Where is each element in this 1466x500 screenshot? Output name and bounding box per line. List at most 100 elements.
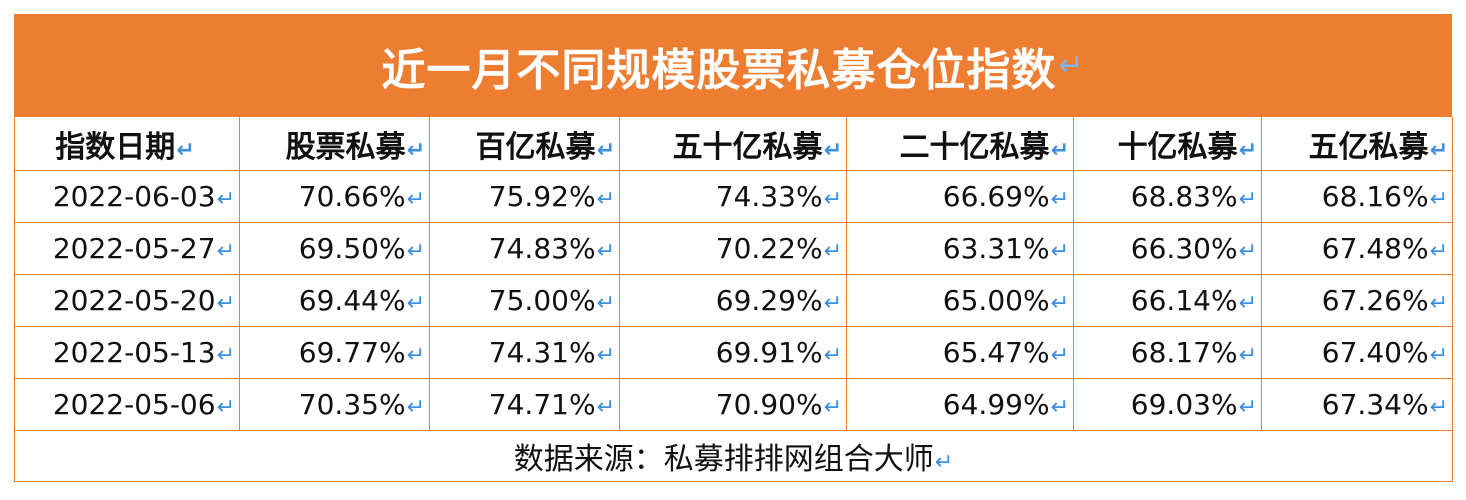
percent-value: 68.83% [1130, 180, 1238, 213]
date-cell: 2022-05-27↵ [14, 222, 240, 275]
percent-value: 63.31% [942, 232, 1050, 265]
return-mark-icon: ↵ [1429, 239, 1448, 264]
column-header-label: 十亿私募 [1117, 129, 1238, 165]
percent-cell: 67.48%↵ [1261, 222, 1453, 275]
return-mark-icon: ↵ [1429, 291, 1448, 316]
percent-cell: 74.83%↵ [429, 222, 620, 275]
return-mark-icon: ↵ [1238, 187, 1257, 212]
column-header: 十亿私募↵ [1073, 117, 1262, 171]
column-header: 股票私募↵ [239, 117, 430, 171]
percent-value: 66.69% [942, 180, 1050, 213]
column-header: 五十亿私募↵ [619, 117, 847, 171]
percent-cell: 75.92%↵ [429, 170, 620, 223]
return-mark-icon: ↵ [406, 343, 425, 368]
column-header-label: 二十亿私募 [899, 129, 1050, 165]
percent-value: 69.77% [298, 336, 406, 369]
percent-value: 70.90% [715, 388, 823, 421]
percent-cell: 74.33%↵ [619, 170, 847, 223]
return-mark-icon: ↵ [823, 137, 842, 163]
column-header: 五亿私募↵ [1261, 117, 1453, 171]
column-header: 指数日期↵ [14, 117, 240, 171]
percent-cell: 63.31%↵ [846, 222, 1074, 275]
percent-value: 69.91% [715, 336, 823, 369]
return-mark-icon: ↵ [216, 343, 235, 368]
return-mark-icon: ↵ [596, 395, 615, 420]
date-value: 2022-06-03 [52, 180, 216, 213]
source-text: 数据来源：私募排排网组合大师 [513, 442, 934, 477]
date-value: 2022-05-06 [52, 388, 216, 421]
percent-cell: 75.00%↵ [429, 274, 620, 327]
percent-cell: 68.83%↵ [1073, 170, 1262, 223]
column-header: 百亿私募↵ [429, 117, 620, 171]
header-row: 指数日期↵ 股票私募↵ 百亿私募↵ 五十亿私募↵ 二十亿私募↵ 十亿私募↵ 五亿私募↵ [14, 117, 1453, 171]
percent-value: 74.71% [488, 388, 596, 421]
percent-cell: 70.22%↵ [619, 222, 847, 275]
percent-cell: 64.99%↵ [846, 378, 1074, 431]
source-row: 数据来源：私募排排网组合大师↵ [14, 430, 1453, 482]
percent-value: 64.99% [942, 388, 1050, 421]
percent-cell: 65.47%↵ [846, 326, 1074, 379]
date-value: 2022-05-20 [52, 284, 216, 317]
percent-cell: 67.34%↵ [1261, 378, 1453, 431]
percent-cell: 65.00%↵ [846, 274, 1074, 327]
column-header-label: 五亿私募 [1308, 129, 1429, 165]
return-mark-icon: ↵ [823, 291, 842, 316]
return-mark-icon: ↵ [1238, 395, 1257, 420]
return-mark-icon: ↵ [1050, 137, 1069, 163]
table-row: 2022-06-03↵ 70.66%↵ 75.92%↵ 74.33%↵ 66.69%↵ 6… [14, 170, 1453, 223]
return-mark-icon: ↵ [1050, 187, 1069, 212]
return-mark-icon: ↵ [1050, 239, 1069, 264]
percent-value: 67.40% [1321, 336, 1429, 369]
date-value: 2022-05-27 [52, 232, 216, 265]
return-mark-icon: ↵ [1238, 137, 1257, 163]
percent-value: 69.44% [298, 284, 406, 317]
position-index-table: 指数日期↵ 股票私募↵ 百亿私募↵ 五十亿私募↵ 二十亿私募↵ 十亿私募↵ 五亿私募↵ 20… [14, 117, 1453, 482]
return-mark-icon: ↵ [1429, 137, 1448, 163]
percent-value: 74.33% [715, 180, 823, 213]
percent-cell: 67.40%↵ [1261, 326, 1453, 379]
percent-value: 70.22% [715, 232, 823, 265]
return-mark-icon: ↵ [934, 450, 954, 475]
return-mark-icon: ↵ [1429, 395, 1448, 420]
return-mark-icon: ↵ [1429, 187, 1448, 212]
percent-cell: 70.90%↵ [619, 378, 847, 431]
percent-cell: 69.91%↵ [619, 326, 847, 379]
percent-value: 65.47% [942, 336, 1050, 369]
return-mark-icon: ↵ [1429, 343, 1448, 368]
data-table-container: 近一月不同规模股票私募仓位指数 ↵ 指数日期↵ 股票私募↵ 百亿私募↵ 五十亿私募↵ 二十… [14, 14, 1453, 482]
date-value: 2022-05-13 [52, 336, 216, 369]
date-cell: 2022-06-03↵ [14, 170, 240, 223]
column-header-label: 五十亿私募 [672, 129, 823, 165]
table-row: 2022-05-06↵ 70.35%↵ 74.71%↵ 70.90%↵ 64.99%↵ 6… [14, 378, 1453, 431]
return-mark-icon: ↵ [406, 239, 425, 264]
percent-value: 68.17% [1130, 336, 1238, 369]
percent-value: 69.50% [298, 232, 406, 265]
percent-cell: 69.03%↵ [1073, 378, 1262, 431]
return-mark-icon: ↵ [406, 291, 425, 316]
percent-value: 69.03% [1130, 388, 1238, 421]
percent-cell: 69.50%↵ [239, 222, 430, 275]
return-mark-icon: ↵ [406, 187, 425, 212]
percent-cell: 67.26%↵ [1261, 274, 1453, 327]
table-title: 近一月不同规模股票私募仓位指数 [381, 44, 1057, 96]
percent-value: 70.35% [298, 388, 406, 421]
source-cell: 数据来源：私募排排网组合大师↵ [14, 430, 1453, 482]
column-header-label: 股票私募 [285, 129, 406, 165]
percent-cell: 66.30%↵ [1073, 222, 1262, 275]
return-mark-icon: ↵ [823, 239, 842, 264]
percent-value: 74.83% [488, 232, 596, 265]
return-mark-icon: ↵ [1238, 239, 1257, 264]
percent-value: 66.30% [1130, 232, 1238, 265]
percent-value: 67.34% [1321, 388, 1429, 421]
percent-value: 75.92% [488, 180, 596, 213]
return-mark-icon: ↵ [216, 291, 235, 316]
percent-cell: 74.71%↵ [429, 378, 620, 431]
return-mark-icon: ↵ [596, 291, 615, 316]
percent-value: 68.16% [1321, 180, 1429, 213]
percent-value: 69.29% [715, 284, 823, 317]
column-header-label: 百亿私募 [475, 129, 596, 165]
percent-value: 70.66% [298, 180, 406, 213]
percent-value: 74.31% [488, 336, 596, 369]
return-mark-icon: ↵ [1050, 343, 1069, 368]
date-cell: 2022-05-06↵ [14, 378, 240, 431]
